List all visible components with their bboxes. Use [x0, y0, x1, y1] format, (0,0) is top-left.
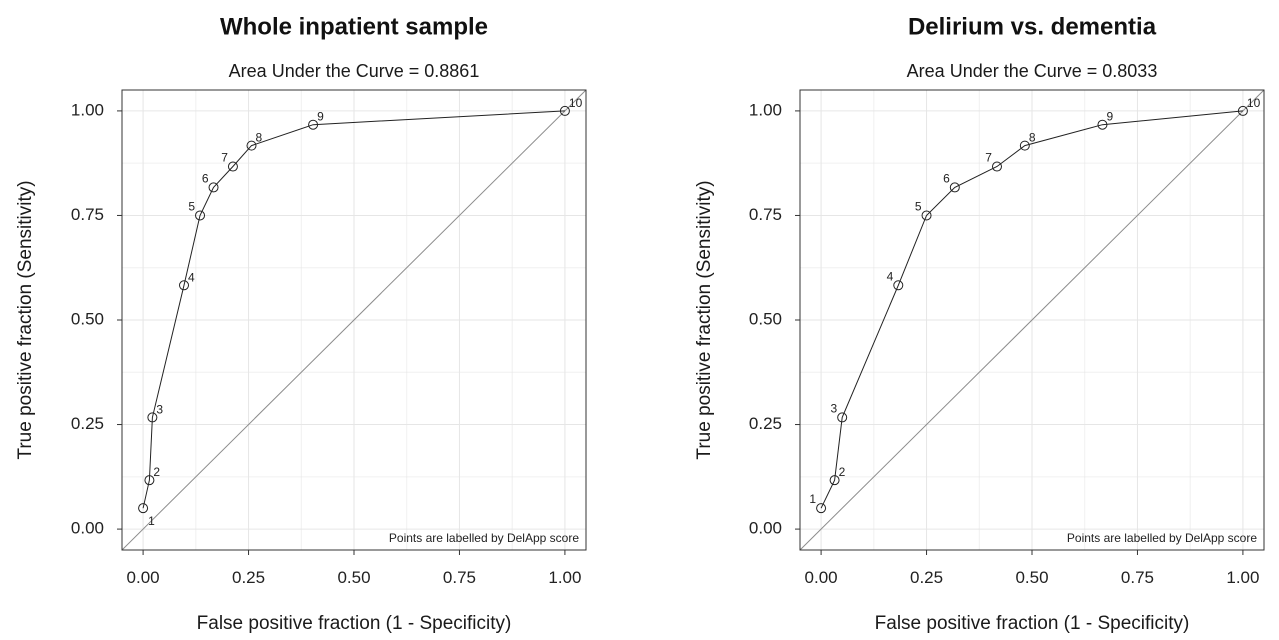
chart-panel-1: Whole inpatient sample Area Under the Cur… [15, 13, 587, 634]
roc-point-6 [949, 182, 960, 193]
point-label-4: 4 [188, 270, 195, 284]
chart-subtitle: Area Under the Curve = 0.8033 [907, 61, 1158, 81]
point-label-6: 6 [202, 171, 209, 185]
roc-point-6 [208, 182, 219, 193]
y-tick-label: 0.25 [749, 414, 782, 433]
y-tick-label: 1.00 [749, 100, 782, 119]
x-tick-label: 0.50 [337, 568, 370, 587]
reference-diagonal-line [799, 89, 1265, 551]
roc-point-10 [559, 105, 570, 116]
point-label-5: 5 [915, 199, 922, 213]
roc-point-10 [1237, 105, 1248, 116]
chart-subtitle: Area Under the Curve = 0.8861 [229, 61, 480, 81]
point-label-2: 2 [839, 465, 846, 479]
roc-point-2 [829, 475, 840, 486]
point-label-1: 1 [148, 514, 155, 528]
point-label-10: 10 [569, 96, 583, 110]
chart-title: Whole inpatient sample [220, 13, 488, 40]
point-label-6: 6 [943, 171, 950, 185]
reference-diagonal-line [121, 89, 587, 551]
point-label-10: 10 [1247, 96, 1261, 110]
y-tick-label: 0.50 [71, 309, 104, 328]
point-label-3: 3 [830, 401, 837, 415]
point-label-8: 8 [255, 131, 262, 145]
chart-title: Delirium vs. dementia [908, 13, 1157, 40]
x-axis-label: False positive fraction (1 - Specificity… [197, 613, 512, 634]
roc-point-7 [227, 161, 238, 172]
chart-panel-2: Delirium vs. dementia Area Under the Curv… [694, 13, 1265, 634]
point-label-2: 2 [153, 465, 160, 479]
roc-point-9 [308, 119, 319, 130]
plot-caption: Points are labelled by DelApp score [1067, 531, 1257, 545]
roc-point-2 [144, 475, 155, 486]
x-tick-label: 0.75 [1121, 568, 1154, 587]
x-tick-label: 0.25 [910, 568, 943, 587]
roc-curve-line [820, 110, 1243, 509]
point-label-9: 9 [317, 110, 324, 124]
y-tick-label: 0.75 [749, 205, 782, 224]
roc-point-8 [1019, 140, 1030, 151]
roc-point-7 [991, 161, 1002, 172]
y-tick-label: 0.50 [749, 309, 782, 328]
point-label-8: 8 [1029, 131, 1036, 145]
y-tick-label: 0.25 [71, 414, 104, 433]
roc-point-3 [837, 412, 848, 423]
point-label-7: 7 [985, 151, 992, 165]
x-tick-label: 0.00 [805, 568, 838, 587]
roc-point-1 [816, 503, 827, 514]
roc-point-5 [921, 210, 932, 221]
roc-point-5 [195, 210, 206, 221]
y-axis-label: True positive fraction (Sensitivity) [15, 180, 36, 459]
y-tick-label: 0.00 [749, 519, 782, 538]
roc-point-9 [1097, 119, 1108, 130]
roc-curve-line [142, 110, 565, 509]
roc-point-4 [179, 280, 190, 291]
x-tick-label: 0.50 [1015, 568, 1048, 587]
y-axis-label: True positive fraction (Sensitivity) [694, 180, 715, 459]
point-label-4: 4 [887, 269, 894, 283]
point-label-7: 7 [221, 151, 228, 165]
point-label-3: 3 [156, 402, 163, 416]
point-label-5: 5 [188, 199, 195, 213]
roc-point-4 [893, 280, 904, 291]
x-tick-label: 0.00 [127, 568, 160, 587]
x-tick-label: 0.25 [232, 568, 265, 587]
y-tick-label: 1.00 [71, 100, 104, 119]
roc-point-8 [246, 140, 257, 151]
roc-point-3 [147, 412, 158, 423]
x-tick-label: 0.75 [443, 568, 476, 587]
roc-point-1 [138, 503, 149, 514]
point-label-9: 9 [1106, 110, 1113, 124]
y-tick-label: 0.00 [71, 519, 104, 538]
plot-caption: Points are labelled by DelApp score [389, 531, 579, 545]
x-axis-label: False positive fraction (1 - Specificity… [875, 613, 1190, 634]
x-tick-label: 1.00 [1226, 568, 1259, 587]
y-tick-label: 0.75 [71, 205, 104, 224]
x-tick-label: 1.00 [548, 568, 581, 587]
point-label-1: 1 [809, 492, 816, 506]
